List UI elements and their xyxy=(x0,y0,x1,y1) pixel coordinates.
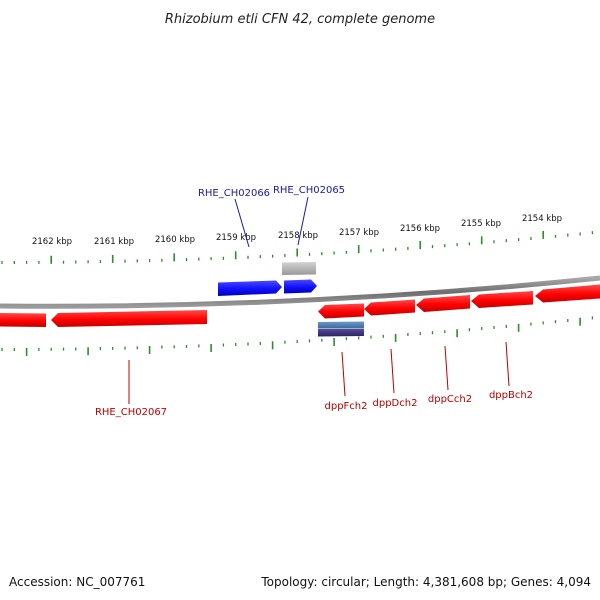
scale-label-2162: 2162 kbp xyxy=(32,237,72,247)
rna-feature-bottom[interactable] xyxy=(318,328,364,337)
gene-arrow-right-edge[interactable] xyxy=(535,284,600,303)
gene-arrow-left-edge[interactable] xyxy=(0,313,46,327)
gene-labels: RHE_CH02066 RHE_CH02065 RHE_CH02067 dppF… xyxy=(95,185,533,418)
scale-label-2159: 2159 kbp xyxy=(216,233,256,243)
label-dppd[interactable]: dppDch2 xyxy=(373,398,418,409)
label-dppb[interactable]: dppBch2 xyxy=(489,390,533,401)
scale-label-2155: 2155 kbp xyxy=(461,219,501,229)
label-dppf[interactable]: dppFch2 xyxy=(325,401,368,412)
scale-label-2160: 2160 kbp xyxy=(155,235,195,245)
genome-stats-text: Topology: circular; Length: 4,381,608 bp… xyxy=(261,575,591,589)
scale-label-2156: 2156 kbp xyxy=(400,224,440,234)
scale-label-2157: 2157 kbp xyxy=(339,228,379,238)
scale-label-2158: 2158 kbp xyxy=(278,231,318,241)
label-dppc[interactable]: dppCch2 xyxy=(428,394,472,405)
gene-arrow-rhe-ch02066[interactable] xyxy=(218,280,282,297)
label-rhe-ch02067[interactable]: RHE_CH02067 xyxy=(95,407,167,418)
leader-lines xyxy=(128,196,510,404)
leader-dppf xyxy=(341,351,346,397)
genome-backbone xyxy=(0,275,600,309)
rna-feature-top[interactable] xyxy=(318,321,364,329)
gene-arrow-dppb[interactable] xyxy=(471,291,533,308)
gene-arrow-rhe-ch02067[interactable] xyxy=(51,310,207,327)
leader-dppb xyxy=(505,341,510,387)
gene-arrow-dppc[interactable] xyxy=(416,295,470,312)
accession-text: Accession: NC_007761 xyxy=(9,575,146,589)
leader-rhe-ch02066 xyxy=(234,198,250,248)
gene-arrow-rhe-ch02065[interactable] xyxy=(284,279,317,294)
leader-dppc xyxy=(444,345,449,391)
scale-label-2154: 2154 kbp xyxy=(522,214,562,224)
gene-arrow-dppf[interactable] xyxy=(318,303,364,319)
leader-rhe-ch02065 xyxy=(297,196,309,246)
leader-dppd xyxy=(390,348,395,394)
inner-scale-ticks xyxy=(1,316,594,356)
label-rhe-ch02065[interactable]: RHE_CH02065 xyxy=(273,185,345,196)
label-rhe-ch02066[interactable]: RHE_CH02066 xyxy=(198,188,270,199)
gene-arrow-dppd[interactable] xyxy=(364,299,415,316)
scale-label-2161: 2161 kbp xyxy=(94,237,134,247)
scale-labels: 2162 kbp 2161 kbp 2160 kbp 2159 kbp 2158… xyxy=(32,214,562,247)
gray-feature[interactable] xyxy=(282,262,316,275)
map-title: Rhizobium etli CFN 42, complete genome xyxy=(165,12,435,27)
outer-scale-ticks xyxy=(1,230,594,264)
